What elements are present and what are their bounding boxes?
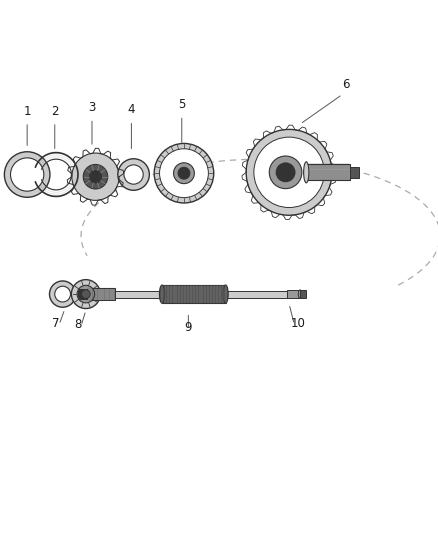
Ellipse shape [298,290,302,298]
Bar [88,288,115,300]
Ellipse shape [78,289,81,299]
Ellipse shape [304,162,309,183]
Circle shape [72,153,119,200]
Ellipse shape [223,285,228,303]
Text: 5: 5 [178,98,185,111]
Circle shape [81,290,90,298]
Circle shape [254,137,324,207]
Circle shape [11,158,44,191]
Bar [80,289,87,299]
Circle shape [83,165,108,189]
Text: 4: 4 [127,103,135,116]
Circle shape [71,280,100,309]
Text: 6: 6 [342,78,350,91]
Circle shape [55,286,71,302]
Text: 10: 10 [290,317,305,330]
Text: 9: 9 [184,321,192,334]
Bar [350,167,359,178]
Text: 3: 3 [88,101,95,114]
Circle shape [276,163,295,182]
Circle shape [246,130,332,215]
Circle shape [124,165,143,184]
Circle shape [178,167,190,179]
Text: 1: 1 [23,104,31,118]
Circle shape [49,281,76,307]
Bar [287,290,300,298]
Bar [87,290,287,297]
Circle shape [89,171,102,183]
Circle shape [118,159,149,190]
Ellipse shape [86,288,91,300]
Text: 8: 8 [74,318,81,331]
Bar [300,290,306,298]
Circle shape [4,152,50,197]
Circle shape [173,163,194,184]
Bar [305,165,350,180]
Circle shape [154,143,214,203]
Text: 2: 2 [51,104,59,118]
Bar [162,285,226,303]
Ellipse shape [159,285,165,303]
Circle shape [159,149,208,198]
Text: 7: 7 [52,317,60,329]
Circle shape [269,156,302,189]
Circle shape [77,285,95,303]
